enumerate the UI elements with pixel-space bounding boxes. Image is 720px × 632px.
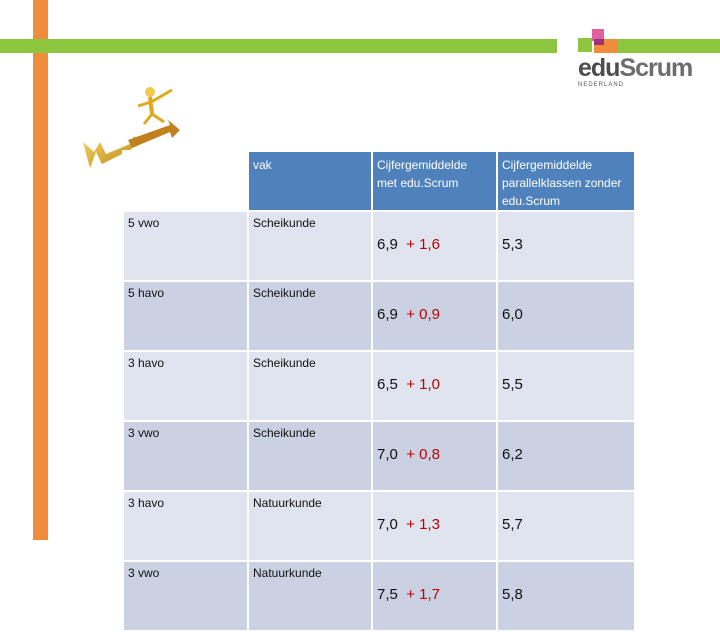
header-met-eduscrum: Cijfergemiddelde met edu.Scrum [371, 150, 498, 212]
cell-zonder: 6,0 [496, 280, 636, 352]
cell-zonder: 5,8 [496, 560, 636, 632]
cell-vak: Scheikunde [247, 350, 373, 422]
header-blank [122, 150, 249, 212]
cell-plus: + 1,7 [406, 586, 440, 603]
logo-wordmark: eduScrum [578, 54, 693, 82]
table-row: 3 havo Natuurkunde 7,0 + 1,3 5,7 [122, 490, 636, 562]
orange-vertical-bar [33, 0, 48, 540]
eduscrum-logo: eduScrum NEDERLAND [575, 27, 693, 91]
cell-klas: 3 havo [122, 350, 249, 422]
cell-zonder: 5,7 [496, 490, 636, 562]
logo-subtitle: NEDERLAND [578, 82, 625, 88]
table-header-row: vak Cijfergemiddelde met edu.Scrum Cijfe… [122, 150, 636, 212]
cell-met: 6,9 + 1,6 [371, 210, 498, 282]
cell-zonder: 5,3 [496, 210, 636, 282]
cell-vak: Natuurkunde [247, 490, 373, 562]
cell-klas: 5 havo [122, 280, 249, 352]
logo-squares-icon [578, 29, 618, 53]
cell-vak: Scheikunde [247, 280, 373, 352]
cell-plus: + 1,0 [406, 376, 440, 393]
cell-met: 7,5 + 1,7 [371, 560, 498, 632]
cell-plus: + 0,8 [406, 446, 440, 463]
cell-met: 6,5 + 1,0 [371, 350, 498, 422]
green-horizontal-bar-right [618, 39, 720, 53]
cell-zonder: 6,2 [496, 420, 636, 492]
cell-vak: Scheikunde [247, 420, 373, 492]
cell-plus: + 1,3 [406, 516, 440, 533]
table-row: 5 vwo Scheikunde 6,9 + 1,6 5,3 [122, 210, 636, 282]
cell-klas: 3 vwo [122, 560, 249, 632]
cell-met: 6,9 + 0,9 [371, 280, 498, 352]
grades-table: vak Cijfergemiddelde met edu.Scrum Cijfe… [122, 150, 636, 632]
cell-vak: Scheikunde [247, 210, 373, 282]
table-row: 3 vwo Scheikunde 7,0 + 0,8 6,2 [122, 420, 636, 492]
table-row: 3 vwo Natuurkunde 7,5 + 1,7 5,8 [122, 560, 636, 632]
cell-klas: 3 havo [122, 490, 249, 562]
cell-plus: + 1,6 [406, 236, 440, 253]
cell-plus: + 0,9 [406, 306, 440, 323]
cell-klas: 3 vwo [122, 420, 249, 492]
cell-met: 7,0 + 0,8 [371, 420, 498, 492]
cell-met: 7,0 + 1,3 [371, 490, 498, 562]
table-row: 3 havo Scheikunde 6,5 + 1,0 5,5 [122, 350, 636, 422]
green-horizontal-bar [0, 39, 557, 53]
header-vak: vak [247, 150, 373, 212]
cell-klas: 5 vwo [122, 210, 249, 282]
header-zonder-eduscrum: Cijfergemiddelde parallelklassen zonder … [496, 150, 636, 212]
table-row: 5 havo Scheikunde 6,9 + 0,9 6,0 [122, 280, 636, 352]
cell-vak: Natuurkunde [247, 560, 373, 632]
cell-zonder: 5,5 [496, 350, 636, 422]
success-arrow-figure-icon [83, 87, 180, 168]
